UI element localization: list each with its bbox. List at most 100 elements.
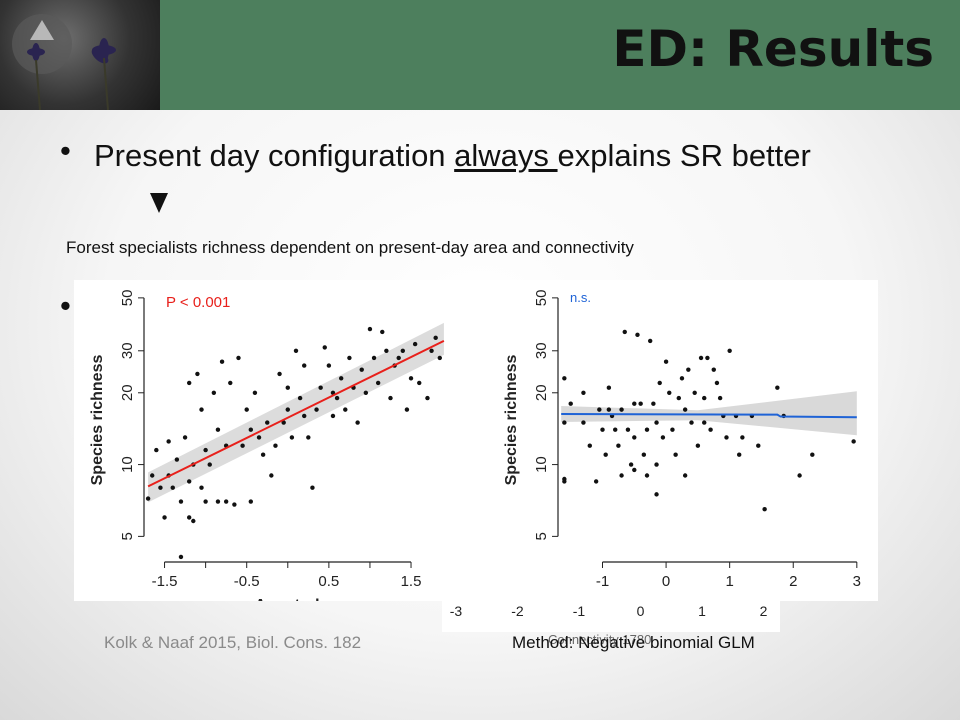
data-point [689,420,694,425]
data-point [692,390,697,395]
flower-illustration [12,14,116,111]
y-tick-label: 50 [119,290,136,307]
data-point [562,376,567,381]
data-point [654,462,659,467]
data-point [186,515,192,520]
bullet-text-after: explains SR better [557,138,811,173]
x-tick-label: 1.5 [401,573,422,590]
data-point [330,413,336,419]
y-tick-label: 20 [533,384,550,401]
y-tick-label: 50 [533,290,550,307]
y-tick-label: 10 [119,456,136,473]
data-point [651,401,656,406]
down-arrow-icon [150,193,168,213]
x-tick-label: -1 [596,573,609,590]
bullet-dot-2: • [60,288,71,323]
data-point [654,492,659,497]
title-bar: ED: Results [0,0,960,111]
data-point [756,443,761,448]
data-point [433,335,438,341]
data-point [644,427,650,432]
data-point [797,473,802,478]
data-point [248,427,254,432]
data-point [203,447,208,453]
data-point [162,515,167,520]
x-tick-label: 0 [662,573,670,590]
data-point [191,518,196,524]
data-point [775,385,780,390]
data-point [708,427,713,432]
area-chart: -1.5 -0.5 0.5 1.5 5 10 20 30 50 Area today Species… [89,290,445,601]
data-point [285,407,290,412]
data-point [203,499,208,504]
data-point [417,380,422,386]
data-point [215,427,221,432]
data-point [717,395,723,401]
data-point [702,395,707,401]
data-point [619,473,624,478]
data-point [437,355,442,361]
data-point [334,395,340,401]
y-axis-label: Species richness [503,355,520,486]
bullet-text-before: Present day configuration [94,138,455,173]
slide-title: ED: Results [612,20,934,78]
data-point [178,554,184,560]
data-point [343,407,348,412]
data-point [593,479,599,484]
data-point [182,435,188,440]
data-point [244,407,249,412]
data-point [654,420,659,425]
extra-axis-svg: -3 -2 -1 0 1 2 [450,603,768,619]
significance-label: P < 0.001 [166,294,230,311]
data-point [632,467,637,473]
extra-axis-tick-label: -3 [450,603,463,619]
data-point [613,427,618,432]
data-point [256,435,262,440]
data-point [375,380,381,386]
data-point [174,457,180,462]
data-point [641,452,647,457]
data-point [338,376,344,381]
data-point [702,420,707,425]
extra-axis-tick-label: 2 [760,603,768,619]
method-note: Method: Negative binomial GLM [512,633,755,652]
data-point [682,473,688,478]
y-axis-label: Species richness [89,355,106,486]
data-point [384,348,389,353]
extra-axis-tick-label: 0 [637,603,645,619]
data-point [207,462,212,467]
data-point [673,452,678,457]
data-point [562,420,567,425]
x-tick-label: 0.5 [318,573,339,590]
data-point [851,439,856,444]
data-point [714,380,720,386]
header-photo [0,0,160,111]
data-point [186,380,192,386]
data-point [150,473,155,478]
extra-axis-tick-label: -1 [573,603,586,619]
data-point [314,407,319,412]
data-point [322,345,327,350]
data-point [388,395,393,401]
data-point [281,420,286,425]
citation: Kolk & Naaf 2015, Biol. Cons. 182 [104,633,362,652]
data-point [657,380,662,386]
data-point [318,385,323,390]
data-point [644,473,650,478]
data-point [597,407,602,412]
data-point [632,435,637,440]
data-point [359,367,364,372]
connectivity-1780-axis: -3 -2 -1 0 1 2 [442,596,780,632]
data-point [628,462,634,467]
extra-axis-tick-label: -2 [511,603,524,619]
data-point [638,401,643,406]
data-point [166,439,171,444]
data-point [293,348,299,353]
data-point [724,435,729,440]
data-point [600,427,605,432]
data-point [240,443,245,448]
data-point [663,359,669,364]
data-point [740,435,745,440]
data-point [215,499,221,504]
data-point [195,371,200,377]
